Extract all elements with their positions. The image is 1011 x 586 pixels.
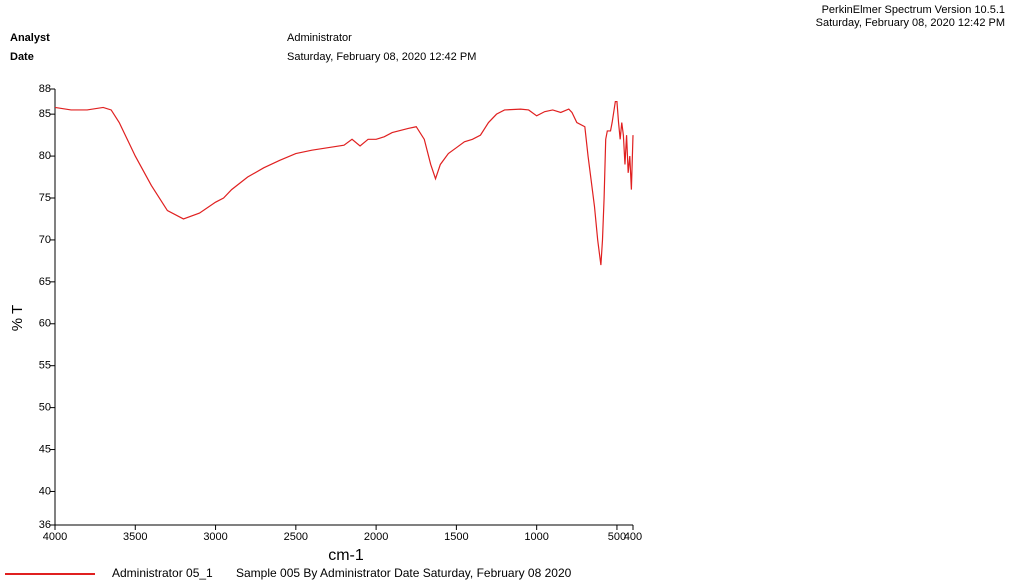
y-tick-label: 65 [39,276,51,288]
x-tick-label: 3000 [203,531,227,543]
y-tick-label: 36 [39,519,51,531]
x-axis-label: cm-1 [328,547,364,564]
x-tick-label: 1000 [524,531,548,543]
x-tick-label: 4000 [43,531,67,543]
y-tick-label: 60 [39,318,51,330]
x-tick-label: 400 [624,531,642,543]
x-tick-label: 1500 [444,531,468,543]
spectrum-line [54,100,634,266]
y-axis-label: % T [9,305,26,331]
legend-label: Administrator 05_1 [112,566,213,580]
y-tick-label: 75 [39,192,51,204]
software-version: PerkinElmer Spectrum Version 10.5.1 [822,4,1005,16]
analyst: Administrator [287,32,352,44]
x-tick-label: 500 [608,531,626,543]
x-tick-label: 2000 [364,531,388,543]
y-tick-label: 80 [39,150,51,162]
legend-description: Sample 005 By Administrator Date Saturda… [236,566,572,580]
analyst-label: Analyst [10,32,50,44]
y-tick-label: 85 [39,108,51,120]
x-tick-label: 2500 [284,531,308,543]
x-tick-label: 3500 [123,531,147,543]
print-date: Saturday, February 08, 2020 12:42 PM [816,17,1005,29]
y-tick-label: 88 [39,83,51,95]
date-label: Date [10,51,34,63]
date: Saturday, February 08, 2020 12:42 PM [287,51,476,63]
y-tick-label: 55 [39,360,51,372]
y-tick-label: 70 [39,234,51,246]
y-tick-label: 40 [39,485,51,497]
y-tick-label: 45 [39,443,51,455]
y-tick-label: 50 [39,402,51,414]
